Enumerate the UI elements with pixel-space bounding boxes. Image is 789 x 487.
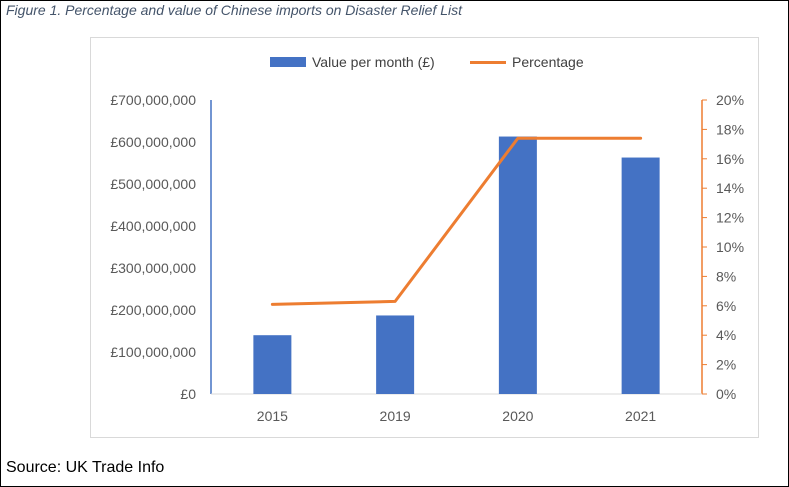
x-tick-label: 2020 — [502, 408, 533, 424]
x-tick-label: 2015 — [257, 408, 288, 424]
legend-label-percentage: Percentage — [512, 54, 584, 70]
left-tick-label: £600,000,000 — [110, 134, 196, 150]
right-tick-label: 0% — [716, 386, 736, 402]
right-tick-label: 20% — [716, 92, 744, 108]
right-tick-label: 16% — [716, 151, 744, 167]
legend-item-percentage: Percentage — [470, 54, 584, 70]
right-tick-label: 8% — [716, 268, 736, 284]
right-tick-label: 18% — [716, 121, 744, 137]
legend-line-swatch — [470, 60, 506, 64]
bar-2015 — [253, 335, 292, 394]
right-tick-label: 2% — [716, 357, 736, 373]
left-tick-label: £0 — [180, 386, 196, 402]
bar-2021 — [621, 157, 660, 394]
right-tick-label: 6% — [716, 298, 736, 314]
x-tick-label: 2021 — [625, 408, 656, 424]
percentage-line — [270, 136, 643, 306]
legend-label-value: Value per month (£) — [312, 54, 435, 70]
bar-2020 — [498, 136, 537, 395]
left-tick-label: £300,000,000 — [110, 260, 196, 276]
right-tick-label: 14% — [716, 180, 744, 196]
right-tick-label: 4% — [716, 327, 736, 343]
legend-item-value: Value per month (£) — [270, 54, 435, 70]
left-tick-label: £500,000,000 — [110, 176, 196, 192]
source-note: Source: UK Trade Info — [6, 459, 165, 476]
legend-bar-swatch — [270, 57, 306, 67]
x-tick-label: 2019 — [380, 408, 411, 424]
left-tick-label: £100,000,000 — [110, 344, 196, 360]
left-tick-label: £200,000,000 — [110, 302, 196, 318]
right-tick-label: 12% — [716, 210, 744, 226]
figure-caption: Figure 1. Percentage and value of Chines… — [6, 2, 463, 18]
left-tick-label: £400,000,000 — [110, 218, 196, 234]
right-tick-label: 10% — [716, 239, 744, 255]
left-tick-label: £700,000,000 — [110, 92, 196, 108]
bar-2019 — [376, 315, 415, 394]
chart-legend: Value per month (£) Percentage — [0, 0, 789, 70]
